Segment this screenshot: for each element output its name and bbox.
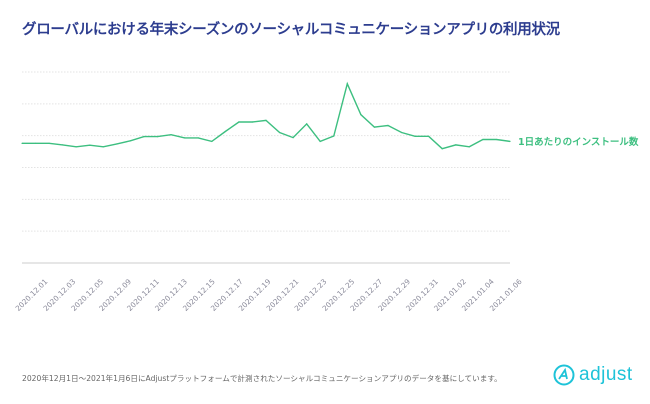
data-point	[306, 123, 308, 125]
adjust-logo: adjust	[553, 364, 633, 386]
data-point	[468, 146, 470, 148]
adjust-logo-text: adjust	[579, 364, 633, 385]
data-point	[89, 144, 91, 146]
data-point	[170, 134, 172, 136]
data-point	[482, 138, 484, 141]
data-point	[455, 144, 457, 146]
data-point	[197, 137, 199, 139]
series-label: 1日あたりのインストール数	[518, 136, 639, 148]
data-point	[346, 83, 348, 85]
data-point	[360, 114, 362, 116]
data-point	[373, 126, 376, 128]
data-point	[441, 148, 443, 150]
data-point	[387, 124, 389, 127]
data-point	[319, 140, 321, 142]
data-point	[184, 137, 186, 139]
data-point	[102, 146, 104, 148]
data-point	[238, 121, 240, 123]
data-point	[251, 121, 254, 123]
data-point	[48, 142, 50, 144]
data-point	[400, 131, 403, 134]
data-point	[414, 135, 416, 137]
data-point	[224, 130, 226, 133]
data-point	[143, 136, 145, 138]
data-point	[428, 135, 430, 137]
data-point	[75, 146, 77, 148]
chart-title: グローバルにおける年末シーズンのソーシャルコミュニケーションアプリの利用状況	[22, 22, 560, 38]
data-point	[129, 140, 132, 142]
data-point	[21, 142, 23, 144]
data-point	[509, 140, 511, 142]
series-line	[22, 81, 511, 150]
data-point	[278, 131, 281, 134]
data-point	[333, 135, 335, 137]
data-point	[116, 143, 118, 145]
adjust-logo-icon	[553, 364, 575, 386]
data-point	[34, 142, 37, 144]
data-point	[211, 140, 213, 142]
data-point	[156, 136, 159, 138]
data-point	[495, 138, 498, 141]
data-point	[265, 119, 267, 121]
footnote: 2020年12月1日〜2021年1月6日にAdjustプラットフォームで計測され…	[22, 374, 502, 383]
data-point	[292, 136, 294, 139]
data-point	[62, 144, 64, 146]
